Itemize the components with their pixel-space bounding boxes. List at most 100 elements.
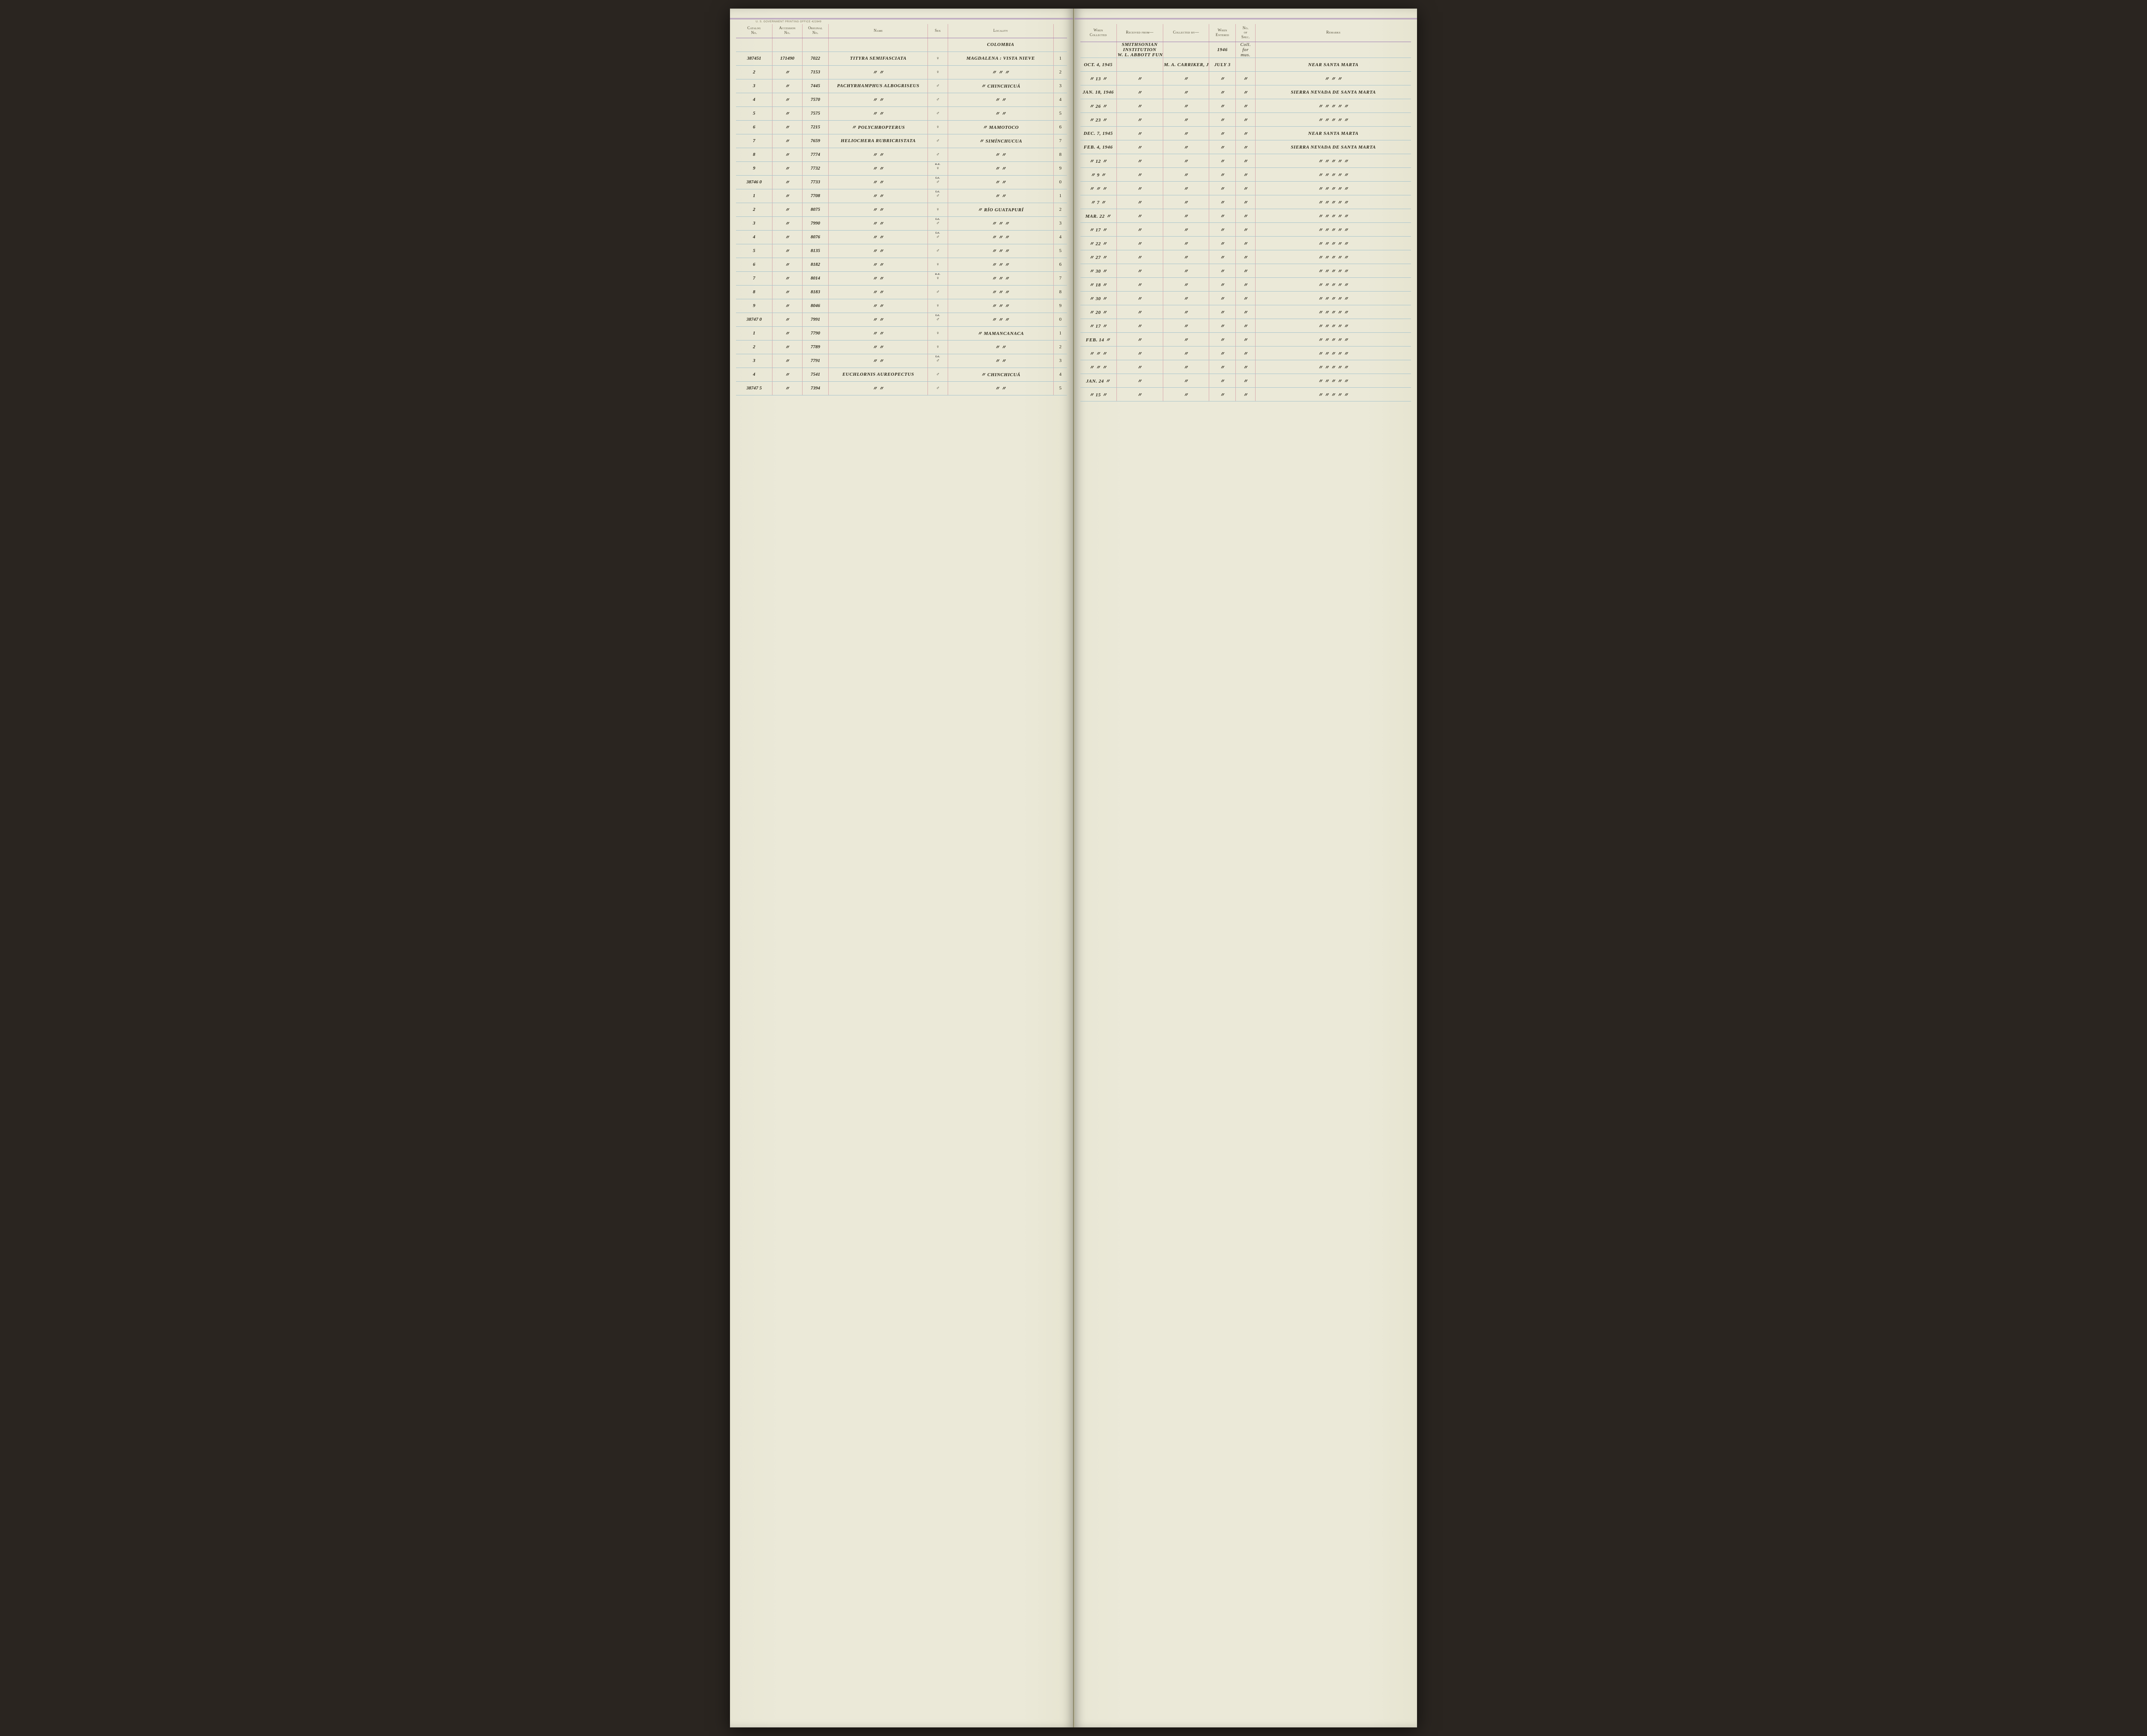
cell-when: JAN. 18, 1946 bbox=[1080, 85, 1117, 99]
cell-name: 〃 〃 bbox=[829, 326, 928, 340]
table-row: 38747 5〃7394〃 〃♂〃 〃5 bbox=[736, 381, 1067, 395]
cell-entered: 〃 bbox=[1209, 292, 1236, 305]
cell-rownum: 5 bbox=[1054, 106, 1067, 120]
cell-accession: 〃 bbox=[772, 326, 802, 340]
cell-rownum: 6 bbox=[1054, 258, 1067, 271]
cell-original: 7575 bbox=[802, 106, 829, 120]
cell-received: 〃 bbox=[1116, 113, 1163, 127]
cell-sex: ♂ bbox=[928, 244, 948, 258]
cell-collected: 〃 bbox=[1163, 237, 1209, 250]
sex-annotation: t.e. bbox=[936, 231, 940, 234]
cell-sex: ♂ bbox=[928, 285, 948, 299]
cell-entered: 〃 bbox=[1209, 195, 1236, 209]
col-header-rownum bbox=[1054, 24, 1067, 38]
cell-collected: 〃 bbox=[1163, 305, 1209, 319]
table-row: 〃 13 〃〃〃〃〃〃 〃 〃 bbox=[1080, 72, 1411, 85]
cell-accession: 〃 bbox=[772, 244, 802, 258]
cell-name: 〃 〃 bbox=[829, 65, 928, 79]
cell-rownum: 2 bbox=[1054, 65, 1067, 79]
cell-sex: o.e.♀ bbox=[928, 161, 948, 175]
cell-when: FEB. 14 〃 bbox=[1080, 333, 1117, 347]
cell-rownum: 3 bbox=[1054, 216, 1067, 230]
cell-spec: 〃 bbox=[1236, 85, 1256, 99]
cell-remarks: 〃 〃 〃 〃 〃 bbox=[1256, 319, 1411, 333]
context-when bbox=[1080, 42, 1117, 58]
context-row: COLOMBIA bbox=[736, 38, 1067, 52]
sex-annotation: t.e. bbox=[936, 189, 940, 193]
cell-remarks: SIERRA NEVADA DE SANTA MARTA bbox=[1256, 85, 1411, 99]
cell-accession: 〃 bbox=[772, 161, 802, 175]
table-row: 〃 22 〃〃〃〃〃〃 〃 〃 〃 〃 bbox=[1080, 237, 1411, 250]
cell-received: 〃 bbox=[1116, 388, 1163, 401]
table-row: 6〃8182〃 〃♀〃 〃 〃6 bbox=[736, 258, 1067, 271]
table-row: 〃 26 〃〃〃〃〃〃 〃 〃 〃 〃 bbox=[1080, 99, 1411, 113]
cell-when: 〃 20 〃 bbox=[1080, 305, 1117, 319]
cell-collected: 〃 bbox=[1163, 360, 1209, 374]
cell-accession: 〃 bbox=[772, 271, 802, 285]
cell-accession: 〃 bbox=[772, 258, 802, 271]
cell-remarks: SIERRA NEVADA DE SANTA MARTA bbox=[1256, 140, 1411, 154]
cell-spec: 〃 bbox=[1236, 182, 1256, 195]
cell-entered: 〃 bbox=[1209, 333, 1236, 347]
cell-original: 7394 bbox=[802, 381, 829, 395]
cell-locality: 〃 〃 〃 bbox=[948, 244, 1054, 258]
cell-accession: 〃 bbox=[772, 106, 802, 120]
cell-entered: 〃 bbox=[1209, 264, 1236, 278]
cell-original: 7708 bbox=[802, 189, 829, 203]
table-row: 5〃7575〃 〃♂〃 〃5 bbox=[736, 106, 1067, 120]
cell-when: 〃 17 〃 bbox=[1080, 223, 1117, 237]
cell-rownum: 3 bbox=[1054, 354, 1067, 368]
col-header-sex: Sex bbox=[928, 24, 948, 38]
cell-original: 7153 bbox=[802, 65, 829, 79]
cell-catalog: 9 bbox=[736, 299, 772, 313]
cell-entered: 〃 bbox=[1209, 250, 1236, 264]
table-row: 8〃7774〃 〃♂〃 〃8 bbox=[736, 148, 1067, 161]
print-mark: U. S. GOVERNMENT PRINTING OFFICE 422849 bbox=[756, 21, 821, 23]
cell-remarks: 〃 〃 〃 〃 〃 bbox=[1256, 333, 1411, 347]
table-row: DEC. 7, 1945〃〃〃〃NEAR SANTA MARTA bbox=[1080, 127, 1411, 140]
cell-remarks: 〃 〃 〃 〃 〃 bbox=[1256, 113, 1411, 127]
cell-when: 〃 〃 〃 bbox=[1080, 182, 1117, 195]
table-row: 1〃7790〃 〃♀〃 MAMANCANACA1 bbox=[736, 326, 1067, 340]
cell-catalog: 1 bbox=[736, 326, 772, 340]
sex-annotation: t.e. bbox=[936, 217, 940, 221]
cell-rownum: 8 bbox=[1054, 285, 1067, 299]
cell-received: 〃 bbox=[1116, 99, 1163, 113]
cell-entered: 〃 bbox=[1209, 388, 1236, 401]
cell-remarks: 〃 〃 〃 〃 〃 bbox=[1256, 264, 1411, 278]
cell-received: 〃 bbox=[1116, 140, 1163, 154]
cell-sex: ♂ bbox=[928, 106, 948, 120]
cell-catalog: 38747 5 bbox=[736, 381, 772, 395]
cell-entered: 〃 bbox=[1209, 168, 1236, 182]
cell-entered: 〃 bbox=[1209, 278, 1236, 292]
cell-remarks: 〃 〃 〃 〃 〃 bbox=[1256, 305, 1411, 319]
cell-collected: 〃 bbox=[1163, 154, 1209, 168]
cell-spec: 〃 bbox=[1236, 347, 1256, 360]
table-row: 38747 0〃7991〃 〃t.e.♂〃 〃 〃0 bbox=[736, 313, 1067, 326]
table-row: MAR. 22 〃〃〃〃〃〃 〃 〃 〃 〃 bbox=[1080, 209, 1411, 223]
sex-symbol: ♂ bbox=[936, 289, 940, 295]
cell-when: 〃 12 〃 bbox=[1080, 154, 1117, 168]
cell-catalog: 38746 0 bbox=[736, 175, 772, 189]
table-row: 9〃8046〃 〃♀〃 〃 〃9 bbox=[736, 299, 1067, 313]
cell-locality: 〃 〃 bbox=[948, 93, 1054, 106]
cell-entered: 〃 bbox=[1209, 305, 1236, 319]
cell-original: 8135 bbox=[802, 244, 829, 258]
cell-original: 7774 bbox=[802, 148, 829, 161]
cell-catalog: 3 bbox=[736, 354, 772, 368]
cell-catalog: 4 bbox=[736, 368, 772, 381]
table-row: 3874511714907022TITYRA SEMIFASCIATA♀MAGD… bbox=[736, 52, 1067, 65]
col-header-coll: Collected by— bbox=[1163, 24, 1209, 42]
cell-catalog: 4 bbox=[736, 230, 772, 244]
cell-collected: 〃 bbox=[1163, 347, 1209, 360]
sex-symbol: ♀ bbox=[936, 303, 940, 308]
cell-catalog: 387451 bbox=[736, 52, 772, 65]
cell-sex: ♀ bbox=[928, 299, 948, 313]
sex-symbol: ♂ bbox=[936, 358, 940, 363]
cell-accession: 〃 bbox=[772, 285, 802, 299]
cell-rownum: 9 bbox=[1054, 161, 1067, 175]
cell-rownum: 3 bbox=[1054, 79, 1067, 93]
cell-catalog: 5 bbox=[736, 106, 772, 120]
sex-annotation: t.e. bbox=[936, 313, 940, 317]
cell-when: 〃 13 〃 bbox=[1080, 72, 1117, 85]
